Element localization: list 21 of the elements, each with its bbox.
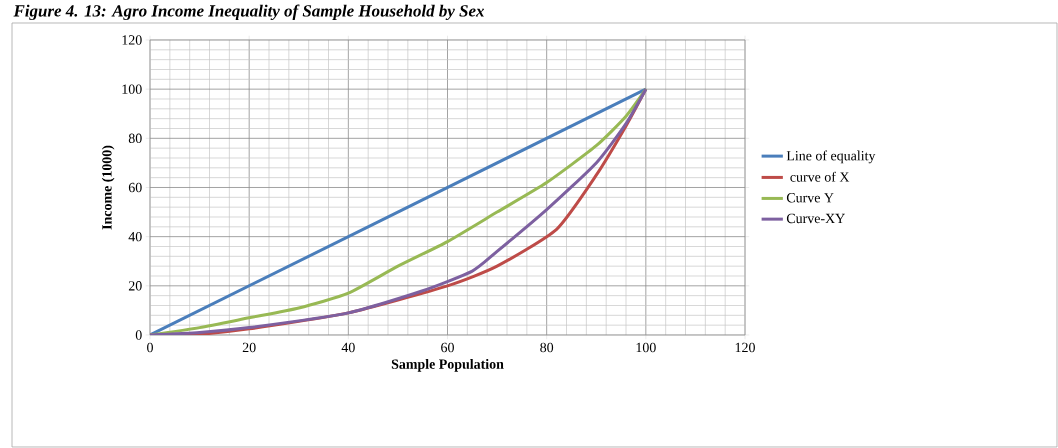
y-tick-label: 100 [122, 84, 142, 94]
y-tick-label: 60 [128, 182, 142, 193]
y-tick-label: 120 [122, 35, 142, 45]
y-tick-label: 0 [135, 330, 142, 340]
legend-label: Curve Y [786, 193, 834, 203]
y-tick-label: 40 [128, 231, 142, 242]
legend-label: Line of equality [786, 150, 876, 164]
x-tick-label: 120 [735, 342, 755, 353]
x-tick-label: 0 [147, 342, 153, 353]
chart-title: Figure 4. 13: Agro Income Inequality of Sample Household by Sex [13, 4, 485, 21]
x-tick-label: 20 [242, 342, 256, 353]
x-tick-label: 60 [441, 342, 454, 353]
y-tick-label: 80 [128, 133, 142, 144]
x-tick-label: 100 [636, 342, 656, 353]
x-axis-title: Sample Population [391, 359, 504, 372]
x-tick-label: 80 [540, 342, 554, 353]
legend-label: Curve-XY [786, 213, 845, 224]
x-tick-label: 40 [341, 342, 355, 353]
legend-label: curve of X [790, 171, 850, 182]
y-axis-title: Income (1000) [101, 145, 115, 230]
y-tick-label: 20 [128, 281, 142, 291]
